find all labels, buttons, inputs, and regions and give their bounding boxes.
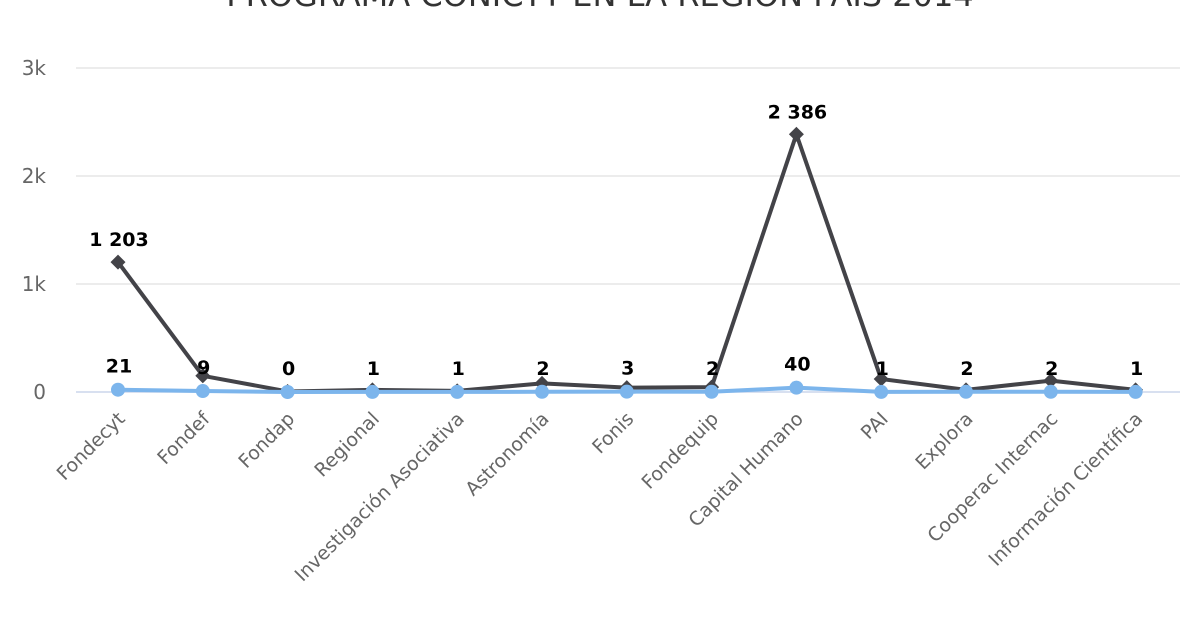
data-label: 0: [282, 358, 295, 380]
x-tick-label: Fondequip: [637, 408, 723, 494]
point-marker: [450, 384, 465, 399]
chart-title: PROGRAMA CONICYT EN LA REGIÓN PAÍS 2014: [226, 0, 973, 14]
x-tick-label: Regional: [310, 408, 384, 482]
data-label: 3: [621, 358, 634, 380]
x-tick-label: Fondecyt: [53, 408, 130, 485]
data-label: 40: [784, 354, 810, 376]
x-tick-label: Astronomía: [461, 408, 553, 500]
point-marker: [1043, 373, 1059, 389]
point-marker: [959, 384, 973, 399]
data-label: 9: [197, 357, 210, 379]
x-tick-label: PAI: [857, 408, 893, 444]
data-label: 1: [452, 358, 465, 380]
point-marker: [788, 126, 804, 142]
point-marker: [280, 385, 295, 399]
point-marker: [195, 384, 210, 399]
y-tick-label: 0: [33, 380, 46, 404]
y-tick-label: 2k: [22, 164, 47, 188]
data-label: 1: [367, 358, 380, 380]
x-tick-label: Fondef: [153, 407, 215, 469]
data-label: 21: [106, 356, 132, 378]
point-marker: [619, 384, 634, 399]
data-label: 2 386: [768, 101, 828, 123]
x-tick-label: Fondap: [234, 408, 299, 473]
data-label: 2: [960, 358, 973, 380]
data-label: 2: [536, 358, 549, 380]
data-label: 1: [876, 358, 889, 380]
point-marker: [195, 368, 211, 384]
point-marker: [365, 384, 380, 399]
point-marker: [1128, 384, 1143, 399]
x-tick-label: Información Científica: [984, 408, 1147, 571]
x-tick-label: Fonis: [588, 408, 638, 458]
y-axis-ticks: 0 1k 2k 3k: [22, 56, 47, 404]
x-tick-label: Explora: [911, 408, 977, 474]
point-marker: [789, 380, 804, 395]
gridlines: [76, 67, 1180, 393]
data-label: 1: [1130, 358, 1143, 380]
point-marker: [874, 384, 889, 399]
x-tick-label: Investigación Asociativa: [291, 408, 469, 586]
x-axis-ticks: Fondecyt Fondef Fondap RegionalInvestigació…: [53, 407, 1148, 586]
point-marker: [873, 371, 889, 387]
data-label: 1 203: [89, 229, 149, 251]
point-marker: [110, 254, 126, 270]
point-marker: [535, 384, 549, 399]
point-marker: [1043, 384, 1058, 399]
y-tick-label: 1k: [22, 272, 47, 296]
data-label: 2: [1045, 358, 1058, 380]
point-marker: [111, 382, 125, 397]
y-tick-label: 3k: [22, 56, 47, 80]
data-label: 2: [706, 358, 719, 380]
series-group: [110, 126, 1144, 399]
series-line-1: [116, 132, 1138, 394]
point-marker: [704, 384, 719, 399]
